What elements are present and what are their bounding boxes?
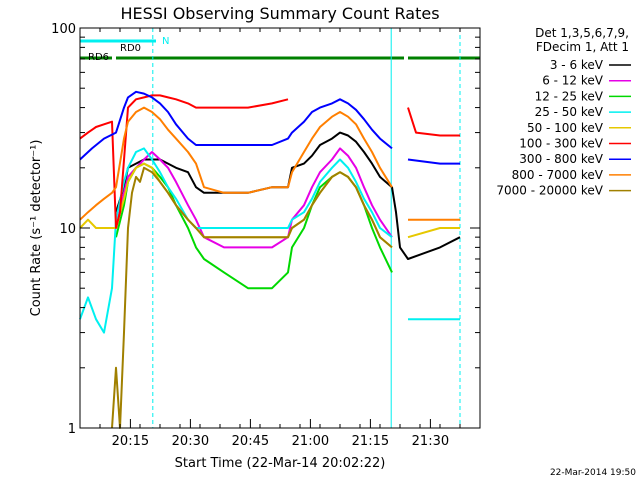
series-line-7 [79,106,460,221]
legend-label-8: 7000 - 20000 keV [496,184,603,198]
legend-label-1: 6 - 12 keV [542,74,604,88]
legend-label-7: 800 - 7000 keV [512,168,604,182]
flag-label-n: N [162,36,169,47]
series-line-2 [115,162,393,290]
date-stamp: 22-Mar-2014 19:50 [550,468,636,478]
x-axis-label: Start Time (22-Mar-14 20:02:22) [175,456,386,471]
y-axis-label: Count Rate (s⁻¹ detector⁻¹) [29,140,44,317]
legend-label-3: 25 - 50 keV [535,105,604,119]
series-line-4 [79,162,460,249]
y-tick-label-1: 10 [59,222,76,237]
flag-label-rd0: RD0 [120,43,141,54]
legend-label-2: 12 - 25 keV [535,89,604,103]
x-tick-label-2: 20:45 [232,434,269,449]
series-line-1 [115,147,393,249]
chart-title: HESSI Observing Summary Count Rates [120,4,439,23]
y-tick-label-2: 100 [51,22,76,37]
series-line-8 [111,166,393,429]
legend-header-1: FDecim 1, Att 1 [536,40,629,54]
x-tick-label-4: 21:15 [352,434,389,449]
x-tick-label-5: 21:30 [412,434,449,449]
x-tick-label-3: 21:00 [292,434,329,449]
y-axis-ticks: 1 10 100 [51,22,480,437]
series-line-5 [79,94,460,229]
x-tick-label-1: 20:30 [172,434,209,449]
legend-label-5: 100 - 300 keV [519,137,603,151]
series-line-0 [115,131,461,260]
flag-label-rd6: RD6 [88,52,109,63]
legend-label-0: 3 - 6 keV [550,58,604,72]
series-line-6 [79,90,460,165]
legend-label-4: 50 - 100 keV [527,121,604,135]
series-line-3 [79,147,460,334]
legend: Det 1,3,5,6,7,9,FDecim 1, Att 1 3 - 6 keV… [496,26,631,198]
x-tick-label-0: 20:15 [112,434,149,449]
legend-header-0: Det 1,3,5,6,7,9, [535,26,629,40]
series-layer [79,90,461,429]
y-tick-label-0: 1 [68,422,76,437]
x-axis-ticks: 20:15 20:30 20:45 21:00 21:15 21:30 [99,28,461,449]
legend-label-6: 300 - 800 keV [519,152,603,166]
